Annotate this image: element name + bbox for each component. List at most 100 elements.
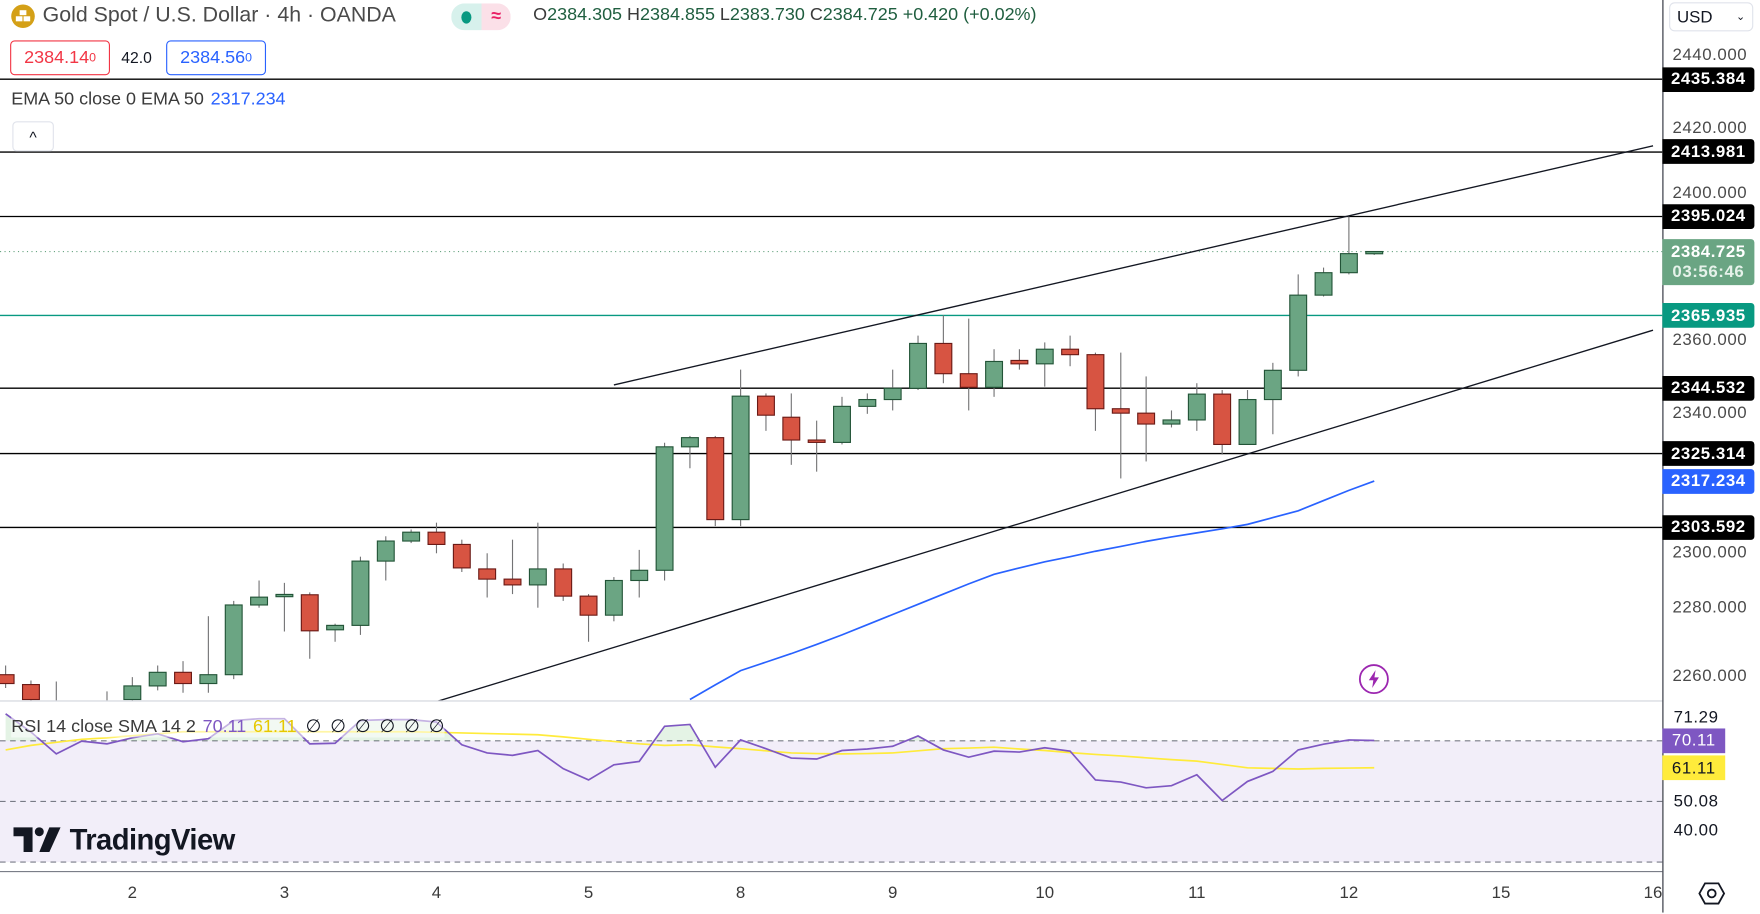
candle-body-down xyxy=(579,595,598,616)
candle-body-down xyxy=(934,342,953,375)
candle xyxy=(756,393,775,431)
price-axis-tick: 2400.000 xyxy=(1672,183,1748,203)
candle-body-up xyxy=(402,531,421,542)
ema-legend[interactable]: EMA 50 close 0 EMA 50 2317.234 xyxy=(11,90,285,110)
rsi-legend[interactable]: RSI 14 close SMA 14 2 70.11 61.11 ∅ ∅ ∅ ∅ ∅ ∅ xyxy=(11,715,445,738)
candle-body-down xyxy=(174,671,193,685)
lightning-icon[interactable] xyxy=(1358,663,1389,695)
high-value: 2384.855 xyxy=(640,5,715,25)
tradingview-logo[interactable]: TradingView xyxy=(13,822,235,857)
close-value: 2384.725 xyxy=(822,5,898,25)
tradingview-logo-icon xyxy=(13,827,61,852)
time-axis-tick: 12 xyxy=(1339,883,1359,903)
price-level-marker: 2303.592 xyxy=(1662,515,1755,540)
candle-body-up xyxy=(833,405,851,443)
collapse-legend-button[interactable]: ^ xyxy=(12,121,54,152)
candle-body-up xyxy=(985,360,1004,388)
settings-icon[interactable] xyxy=(1697,881,1726,906)
ema-price-marker: 2317.234 xyxy=(1662,468,1755,494)
candle xyxy=(250,580,269,608)
candle-body-up xyxy=(351,560,370,626)
candle xyxy=(351,556,370,635)
currency-select[interactable]: USD ⌄ xyxy=(1669,2,1754,32)
bar-countdown: 03:56:46 xyxy=(1672,262,1745,282)
ema-legend-label: EMA 50 close 0 EMA 50 xyxy=(11,89,204,109)
candle xyxy=(883,369,902,411)
trend-line xyxy=(437,329,1654,701)
rsi-empty-value: ∅ xyxy=(330,717,346,737)
buy-button[interactable]: 2384.56 0 xyxy=(166,40,267,76)
time-axis-tick: 5 xyxy=(583,883,594,903)
price-chart[interactable] xyxy=(0,0,1663,701)
time-axis-tick: 10 xyxy=(1035,883,1055,903)
candle xyxy=(959,318,978,411)
candle-body-down xyxy=(1137,412,1156,425)
candle-body-down xyxy=(1010,359,1029,365)
candle-body-up xyxy=(731,395,750,521)
rsi-empty-value: ∅ xyxy=(404,717,420,737)
price-axis-tick: 2340.000 xyxy=(1672,403,1748,423)
ema-legend-value: 2317.234 xyxy=(210,89,286,109)
candle-body-up xyxy=(528,568,547,586)
candle-body-down xyxy=(1061,348,1080,356)
candle-body-up xyxy=(883,387,902,401)
time-axis-tick: 2 xyxy=(127,883,138,903)
candle xyxy=(1365,250,1384,255)
candle xyxy=(706,435,725,527)
candle xyxy=(1162,410,1181,428)
chevron-down-icon: ⌄ xyxy=(1735,10,1746,24)
ohlc-readout: O2384.305 H2384.855 L2383.730 C2384.725 … xyxy=(533,6,1036,26)
candle-body-up xyxy=(1365,250,1384,255)
candle xyxy=(1086,352,1105,431)
time-axis-tick: 11 xyxy=(1188,883,1206,903)
candle xyxy=(224,600,243,680)
time-axis-tick: 15 xyxy=(1491,883,1511,903)
candle xyxy=(579,594,598,642)
candle xyxy=(376,536,395,581)
candle xyxy=(427,522,446,554)
candle xyxy=(21,680,40,701)
rsi-axis-tick: 40.00 xyxy=(1673,821,1719,841)
currency-value: USD xyxy=(1676,7,1713,27)
candle xyxy=(1061,335,1080,367)
candle-body-down xyxy=(478,568,497,580)
candle-body-down xyxy=(756,395,775,416)
change-value: +0.420 (+0.02%) xyxy=(902,5,1037,25)
price-axis-tick: 2440.000 xyxy=(1672,45,1748,65)
pane-divider[interactable] xyxy=(0,700,1663,702)
candle-body-down xyxy=(1086,354,1105,410)
market-status-pill[interactable]: ≈ xyxy=(451,3,511,31)
candle-body-up xyxy=(275,593,294,598)
candle-body-down xyxy=(503,578,522,586)
symbol-title[interactable]: Gold Spot / U.S. Dollar · 4h · OANDA xyxy=(42,3,396,27)
ask-pip: 0 xyxy=(245,51,252,65)
candle-body-up xyxy=(604,579,623,616)
price-axis-tick: 2260.000 xyxy=(1672,666,1748,686)
candle xyxy=(528,522,547,608)
sell-button[interactable]: 2384.14 0 xyxy=(10,40,111,76)
trend-line xyxy=(613,145,1654,386)
candle xyxy=(782,393,801,465)
time-axis-tick: 8 xyxy=(735,883,746,903)
candle xyxy=(1111,352,1130,479)
candle-body-up xyxy=(1263,369,1282,401)
candle-body-down xyxy=(0,674,15,685)
candle-body-up xyxy=(630,569,649,582)
chevron-up-icon: ^ xyxy=(29,127,37,146)
candle-body-up xyxy=(655,446,674,571)
candle-body-up xyxy=(858,398,877,407)
candle-body-up xyxy=(1314,272,1333,296)
time-axis-tick: 4 xyxy=(431,883,442,903)
candle-body-up xyxy=(148,671,167,687)
candle-body-up xyxy=(326,624,345,631)
open-label: O xyxy=(533,5,548,25)
data-delay-icon: ≈ xyxy=(481,3,511,31)
candle-body-up xyxy=(909,342,928,389)
candle xyxy=(148,665,167,691)
candle xyxy=(604,577,623,622)
rsi-legend-label: RSI 14 close SMA 14 2 xyxy=(11,717,196,737)
spread-value: 42.0 xyxy=(121,48,152,67)
time-axis[interactable] xyxy=(0,871,1663,914)
current-price-value: 2384.725 xyxy=(1670,241,1746,261)
bid-pip: 0 xyxy=(89,51,96,65)
